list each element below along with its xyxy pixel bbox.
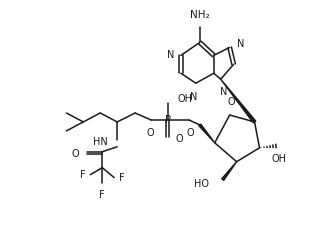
Text: N: N: [220, 87, 227, 97]
Text: OH: OH: [272, 154, 287, 164]
Text: HN: HN: [94, 137, 108, 147]
Text: P: P: [165, 115, 171, 125]
Text: HO: HO: [194, 179, 209, 189]
Text: OH: OH: [178, 94, 193, 104]
Text: O: O: [176, 134, 183, 144]
Text: F: F: [119, 173, 125, 183]
Text: N: N: [237, 39, 244, 49]
Text: N: N: [167, 50, 174, 60]
Text: F: F: [80, 170, 85, 180]
Text: O: O: [186, 128, 194, 138]
Text: NH₂: NH₂: [190, 10, 210, 20]
Text: N: N: [190, 92, 198, 102]
Polygon shape: [199, 124, 215, 143]
Text: O: O: [72, 149, 79, 159]
Text: F: F: [100, 190, 105, 200]
Polygon shape: [221, 79, 256, 123]
Text: O: O: [146, 128, 154, 138]
Text: O: O: [228, 97, 235, 107]
Polygon shape: [222, 162, 237, 180]
